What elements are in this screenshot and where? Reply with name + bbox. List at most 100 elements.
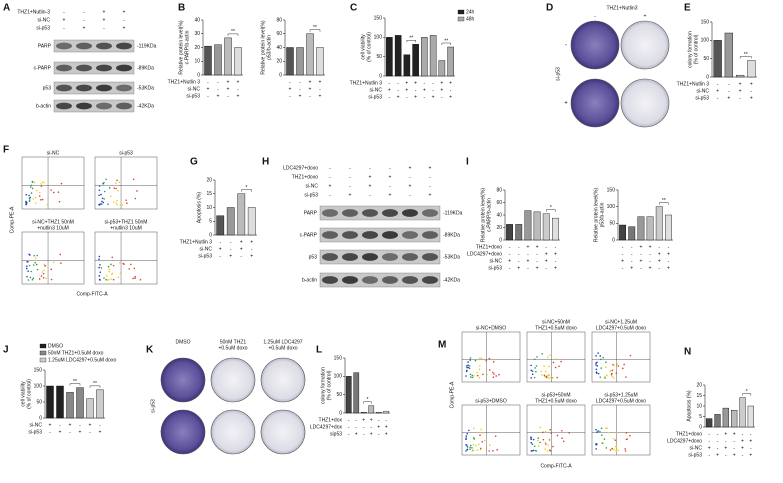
significance: ** (744, 52, 748, 58)
condition-label: si-p53 (198, 253, 212, 259)
event-dot (599, 430, 601, 433)
plot-title: THZ1+0.5uM doxo (535, 398, 577, 404)
plate (210, 357, 256, 403)
event-dot (536, 439, 539, 442)
event-dot (136, 190, 138, 192)
sign: - (217, 79, 219, 85)
bar (628, 226, 636, 241)
event-dot (132, 178, 135, 181)
y-axis-label: Relative protein level(%) (260, 20, 266, 75)
significance: * (746, 389, 748, 395)
event-dot (546, 375, 549, 377)
event-dot (98, 278, 101, 281)
event-dot (98, 258, 100, 261)
sign: - (742, 431, 744, 437)
event-dot (492, 376, 495, 378)
sign: + (739, 88, 742, 94)
band (322, 253, 338, 261)
sign: + (545, 251, 548, 257)
event-dot (551, 377, 554, 379)
event-dot (466, 366, 468, 369)
event-dot (493, 373, 495, 375)
sign: - (733, 438, 735, 444)
band-size: -53KDa (137, 85, 154, 91)
y-tick-label: 0 (699, 424, 702, 430)
event-dot (25, 193, 28, 196)
sign: + (319, 93, 322, 99)
significance: ** (73, 379, 77, 385)
sign: - (658, 244, 660, 250)
bar (234, 47, 242, 76)
event-dot (471, 374, 474, 377)
y-tick-label: 100 (701, 38, 710, 44)
event-dot (40, 183, 42, 185)
band-name: p53 (309, 254, 318, 260)
bar (735, 74, 745, 78)
sign: - (649, 251, 651, 257)
event-dot (611, 372, 613, 375)
event-dot (550, 432, 553, 435)
event-dot (60, 262, 62, 264)
event-dot (535, 365, 538, 367)
sign: - (240, 253, 242, 259)
y-tick-label: 30 (194, 31, 200, 37)
band-name: PARP (304, 210, 318, 216)
sign: - (536, 258, 538, 264)
bar (447, 46, 454, 77)
event-dot (480, 428, 482, 431)
bar (552, 217, 559, 241)
sign: + (405, 80, 408, 86)
event-dot (604, 375, 606, 378)
sign: - (509, 251, 511, 257)
y-tick-label: 100 (607, 204, 616, 210)
band (362, 231, 378, 239)
sign: - (363, 424, 365, 430)
band (382, 276, 398, 284)
event-dot (600, 427, 603, 430)
event-dot (611, 369, 614, 372)
event-dot (99, 271, 102, 274)
event-dot (116, 199, 118, 202)
significance: ** (444, 38, 448, 44)
bar (665, 214, 672, 241)
sign: - (389, 183, 391, 189)
condition-label: si-p53 (28, 429, 42, 435)
event-dot (40, 185, 43, 187)
sign: + (389, 174, 392, 180)
event-dot (39, 199, 42, 201)
event-dot (605, 447, 608, 449)
condition-label: si-p53 (488, 265, 502, 271)
event-dot (614, 445, 617, 448)
event-dot (600, 367, 603, 369)
event-dot (533, 376, 536, 379)
sign: - (725, 452, 727, 458)
band (76, 64, 92, 72)
event-dot (601, 442, 604, 444)
sign: - (518, 251, 520, 257)
y-tick-label: 60 (496, 200, 502, 206)
sign: - (349, 165, 351, 171)
bar (706, 418, 713, 428)
sign: + (370, 431, 373, 437)
event-dot (112, 278, 115, 281)
bar (204, 45, 212, 76)
sign: + (237, 79, 240, 85)
sign: + (309, 79, 312, 85)
event-dot (533, 445, 536, 448)
y-tick-label: 0 (279, 72, 282, 78)
panel-letter: E (684, 3, 691, 14)
row-label: + (564, 101, 568, 107)
event-dot (613, 448, 615, 451)
sign: + (69, 422, 72, 428)
bar (533, 211, 541, 241)
panel-letter: B (178, 3, 185, 14)
event-dot (478, 377, 481, 379)
band (422, 231, 438, 239)
sign: - (649, 258, 651, 264)
event-dot (31, 187, 34, 190)
event-dot (599, 376, 602, 378)
sign: - (668, 258, 670, 264)
event-dot (472, 443, 475, 446)
event-dot (539, 426, 542, 429)
sign: + (63, 17, 66, 23)
